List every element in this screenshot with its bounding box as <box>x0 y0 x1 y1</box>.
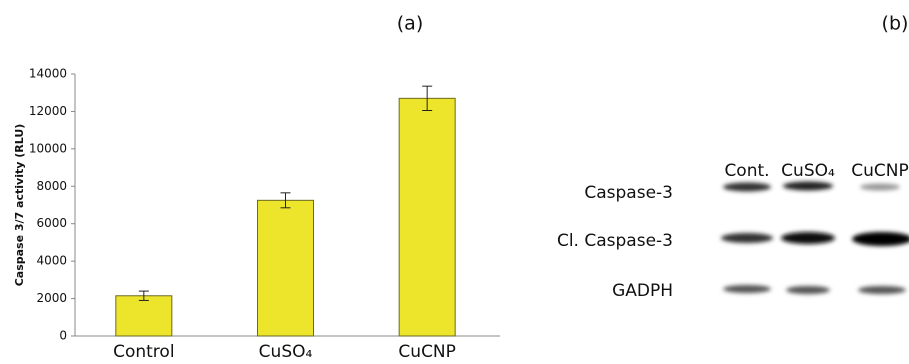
figure: (a) (b) Caspase 3/7 activity (RLU) Caspa… <box>0 0 909 364</box>
y-tick-label: 4000 <box>36 254 67 268</box>
x-tick-label: Control <box>113 342 174 362</box>
column-label: Cont. <box>724 161 769 181</box>
row-label: Cl. Caspase-3 <box>557 231 673 251</box>
panel-label: (b) <box>882 13 909 35</box>
bar <box>399 98 455 336</box>
blot-bands <box>721 182 909 295</box>
y-tick-label: 2000 <box>36 291 67 305</box>
y-tick-label: 0 <box>59 329 67 343</box>
y-axis-label: Caspase 3/7 activity (RLU) <box>13 124 26 287</box>
y-tick-label: 6000 <box>36 216 67 230</box>
bar <box>116 296 172 336</box>
column-label: CuCNP <box>851 161 908 181</box>
x-tick-label: CuSO₄ <box>259 342 313 362</box>
panel-label: (a) <box>397 13 423 35</box>
row-label: Caspase-3 <box>584 183 673 203</box>
y-tick-label: 10000 <box>29 141 67 155</box>
row-label: GADPH <box>612 281 673 301</box>
x-tick-label: CuCNP <box>398 342 455 362</box>
y-tick-label: 12000 <box>29 104 67 118</box>
y-tick-label: 14000 <box>29 67 67 81</box>
column-label: CuSO₄ <box>781 161 835 181</box>
y-tick-label: 8000 <box>36 179 67 193</box>
bar <box>258 200 314 336</box>
